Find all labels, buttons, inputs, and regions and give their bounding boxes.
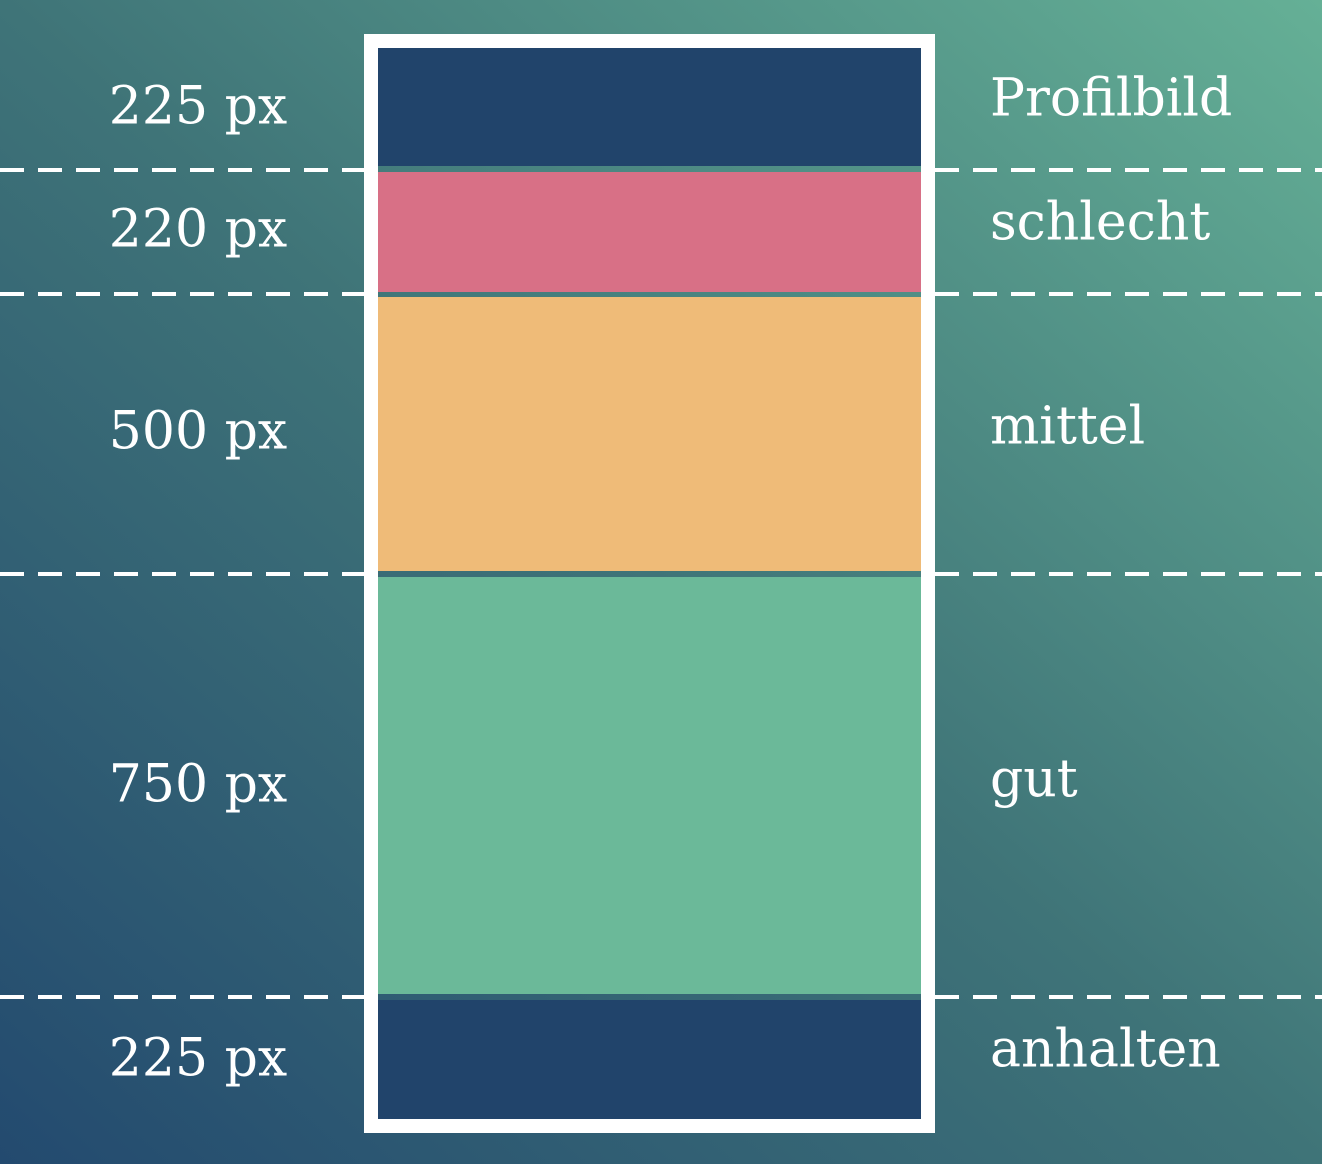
section-block (378, 297, 921, 571)
section-block (378, 172, 921, 292)
phone-frame (364, 34, 935, 1133)
sections: 225 px Profilbild 220 px schlecht 500 px mitt… (0, 47, 1322, 1119)
section-label: schlecht (990, 193, 1210, 253)
section-size: 220 px (109, 200, 287, 260)
section-label: mittel (990, 397, 1145, 457)
section-block (378, 47, 921, 166)
section-size: 225 px (109, 77, 287, 137)
section-size: 225 px (109, 1029, 287, 1089)
section-label: anhalten (990, 1020, 1221, 1080)
section-label: gut (990, 750, 1078, 810)
section-size: 500 px (109, 402, 287, 462)
section-block (378, 1000, 921, 1119)
section-size: 750 px (109, 755, 287, 815)
section-label: Profilbild (990, 69, 1232, 129)
section-block (378, 577, 921, 994)
